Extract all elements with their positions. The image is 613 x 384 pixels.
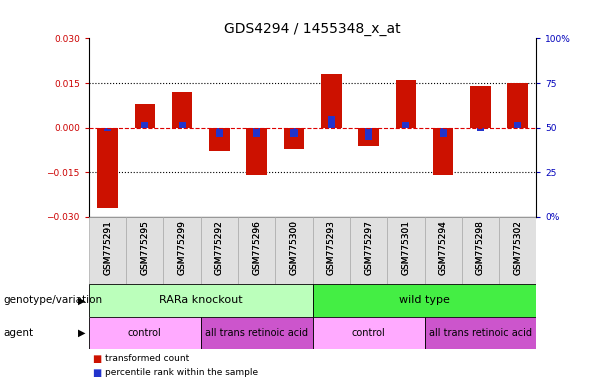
Text: GSM775297: GSM775297 (364, 220, 373, 275)
Text: percentile rank within the sample: percentile rank within the sample (105, 368, 259, 377)
Bar (313, 317, 424, 349)
Bar (365, 127, 372, 140)
Text: GSM775296: GSM775296 (252, 220, 261, 275)
Text: GSM775292: GSM775292 (215, 220, 224, 275)
Bar (499, 217, 536, 284)
Text: GSM775299: GSM775299 (178, 220, 186, 275)
Text: GSM775292: GSM775292 (215, 220, 224, 275)
Bar (291, 127, 297, 137)
Bar (328, 116, 335, 127)
Bar (201, 217, 238, 284)
Text: GSM775301: GSM775301 (402, 220, 410, 275)
Text: ▶: ▶ (78, 295, 85, 306)
Text: GSM775291: GSM775291 (103, 220, 112, 275)
Text: GSM775301: GSM775301 (402, 220, 410, 275)
Bar (89, 284, 313, 317)
Bar (246, 127, 267, 175)
Text: GSM775299: GSM775299 (178, 220, 186, 275)
Bar (201, 317, 313, 349)
Text: GSM775300: GSM775300 (289, 220, 299, 275)
Text: GSM775294: GSM775294 (439, 220, 447, 275)
Text: control: control (352, 328, 386, 338)
Text: control: control (128, 328, 162, 338)
Text: agent: agent (3, 328, 33, 338)
Bar (178, 122, 186, 127)
Text: wild type: wild type (399, 295, 450, 306)
Bar (313, 217, 350, 284)
Text: genotype/variation: genotype/variation (3, 295, 102, 306)
Bar (402, 122, 409, 127)
Bar (387, 217, 424, 284)
Text: GSM775297: GSM775297 (364, 220, 373, 275)
Bar (424, 317, 536, 349)
Bar (424, 217, 462, 284)
Text: GSM775291: GSM775291 (103, 220, 112, 275)
Bar (253, 127, 261, 137)
Text: transformed count: transformed count (105, 354, 189, 363)
Text: GSM775296: GSM775296 (252, 220, 261, 275)
Text: GSM775293: GSM775293 (327, 220, 336, 275)
Bar (104, 127, 111, 131)
Text: ▶: ▶ (78, 328, 85, 338)
Text: GSM775295: GSM775295 (140, 220, 150, 275)
Bar (209, 127, 230, 152)
Text: GSM775295: GSM775295 (140, 220, 150, 275)
Text: ■: ■ (92, 368, 101, 378)
Bar (141, 122, 148, 127)
Bar (477, 127, 484, 131)
Bar (97, 127, 118, 208)
Bar (216, 127, 223, 137)
Text: ■: ■ (92, 354, 101, 364)
Bar (350, 217, 387, 284)
Bar (440, 127, 447, 137)
Bar (284, 127, 304, 149)
Text: GSM775293: GSM775293 (327, 220, 336, 275)
Bar (89, 217, 126, 284)
Bar (359, 127, 379, 146)
Bar (470, 86, 490, 127)
Text: GSM775294: GSM775294 (439, 220, 447, 275)
Text: GSM775298: GSM775298 (476, 220, 485, 275)
Bar (395, 80, 416, 127)
Text: GSM775300: GSM775300 (289, 220, 299, 275)
Bar (164, 217, 200, 284)
Bar (238, 217, 275, 284)
Bar (275, 217, 313, 284)
Bar (172, 92, 192, 127)
Text: GSM775302: GSM775302 (513, 220, 522, 275)
Text: GSM775298: GSM775298 (476, 220, 485, 275)
Title: GDS4294 / 1455348_x_at: GDS4294 / 1455348_x_at (224, 22, 401, 36)
Bar (462, 217, 499, 284)
Text: GSM775302: GSM775302 (513, 220, 522, 275)
Text: all trans retinoic acid: all trans retinoic acid (429, 328, 532, 338)
Bar (135, 104, 155, 127)
Bar (89, 317, 201, 349)
Bar (514, 122, 521, 127)
Text: all trans retinoic acid: all trans retinoic acid (205, 328, 308, 338)
Bar (508, 83, 528, 127)
Bar (321, 74, 341, 127)
Bar (313, 284, 536, 317)
Bar (433, 127, 454, 175)
Text: RARa knockout: RARa knockout (159, 295, 243, 306)
Bar (126, 217, 164, 284)
